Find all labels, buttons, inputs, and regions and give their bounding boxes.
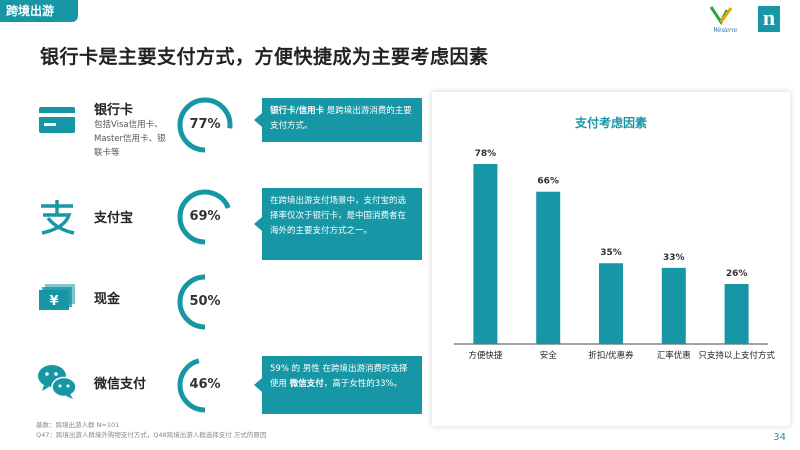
bar-1: [536, 191, 561, 344]
percent-ring: [177, 97, 233, 153]
percent-value: 69%: [189, 209, 221, 224]
credit-card-icon: [39, 107, 75, 133]
callout-highlight: 微信支付: [289, 379, 324, 389]
page-title: 银行卡是主要支付方式，方便快捷成为主要考虑因素: [40, 46, 489, 68]
method-label: 现金: [94, 292, 121, 307]
note-base: 基数：跨境出游人群 N=101: [36, 421, 120, 429]
data-label-2: 35%: [600, 248, 622, 258]
bar-3: [661, 267, 686, 344]
brand-mark: n: [758, 6, 780, 32]
method-label: 微信支付: [94, 377, 147, 392]
callout-alipay: 在跨境出游支付场景中，支付宝的选择率仅次于银行卡，是中国消费者在海外的主要支付方…: [254, 188, 422, 260]
cash-icon: ¥: [39, 284, 75, 310]
category-label-4: 只支持以上支付方式: [698, 350, 775, 361]
callout-highlight: 银行卡/信用卡: [270, 106, 325, 116]
category-label-3: 汇率优惠: [657, 350, 691, 361]
callout-bank-card: 银行卡/信用卡 是跨境出游消费的主要支付方式。: [254, 98, 422, 142]
callout-text: 在跨境出游支付场景中，支付宝的选择率仅次于银行卡，是中国消费者在海外的主要支付方…: [270, 196, 407, 236]
alipay-icon: [41, 200, 75, 235]
page-number: 34: [773, 432, 786, 443]
callout-wechat: 59% 的 男性 在跨境出游消费时选择使用 微信支付，高于女性的33%。: [254, 356, 422, 414]
logo-text: Westerm: [713, 26, 737, 34]
category-label-1: 安全: [540, 350, 558, 361]
callout-text: ，高于女性的33%。: [323, 379, 403, 389]
percent-ring-arc: [177, 357, 233, 413]
category-label-2: 折扣/优惠券: [588, 350, 634, 361]
percent-value: 50%: [189, 294, 221, 309]
svg-text:¥: ¥: [49, 294, 58, 309]
chart-title: 支付考虑因素: [574, 116, 647, 130]
wechat-icon: [38, 365, 77, 399]
data-label-3: 33%: [663, 253, 685, 263]
note-question: Q47：跨境出游人群境外购物支付方式，Q48跨境出游人群选择支付 方式的原因: [36, 431, 267, 439]
percent-ring: [177, 274, 233, 330]
percent-value: 46%: [189, 377, 221, 392]
data-label-1: 66%: [537, 177, 559, 187]
chart-panel: 支付考虑因素 78% 方便快捷 66% 安全 35% 折扣/优惠券 33% 汇率优惠 26% 只支…: [432, 92, 790, 426]
bar-0: [473, 164, 498, 344]
percent-ring-arc: [177, 97, 233, 153]
method-label: 银行卡: [94, 103, 134, 118]
percent-ring-arc: [177, 189, 233, 245]
method-sub: 包括Visa信用卡、Master信用卡、银联卡等: [94, 120, 166, 158]
percent-ring-arc: [177, 274, 233, 330]
bar-chart: 78% 方便快捷 66% 安全 35% 折扣/优惠券 33% 汇率优惠 26% 只支持以上支付方式: [454, 149, 775, 361]
westerm-logo: Westerm: [709, 6, 737, 34]
method-label: 支付宝: [94, 211, 134, 226]
bar-4: [724, 284, 749, 344]
callout-text: 59% 的 男性 在跨境出游消费时选择使用: [270, 364, 408, 389]
section-tag: 跨境出游: [0, 0, 78, 22]
bar-2: [599, 263, 623, 344]
percent-ring: [177, 357, 233, 413]
percent-ring: [177, 189, 233, 245]
percent-value: 77%: [189, 117, 221, 132]
category-label-0: 方便快捷: [468, 350, 503, 361]
data-label-4: 26%: [726, 269, 748, 279]
callout-text: 是跨境出游消费的主要支付方式。: [270, 106, 412, 131]
data-label-0: 78%: [475, 149, 497, 159]
